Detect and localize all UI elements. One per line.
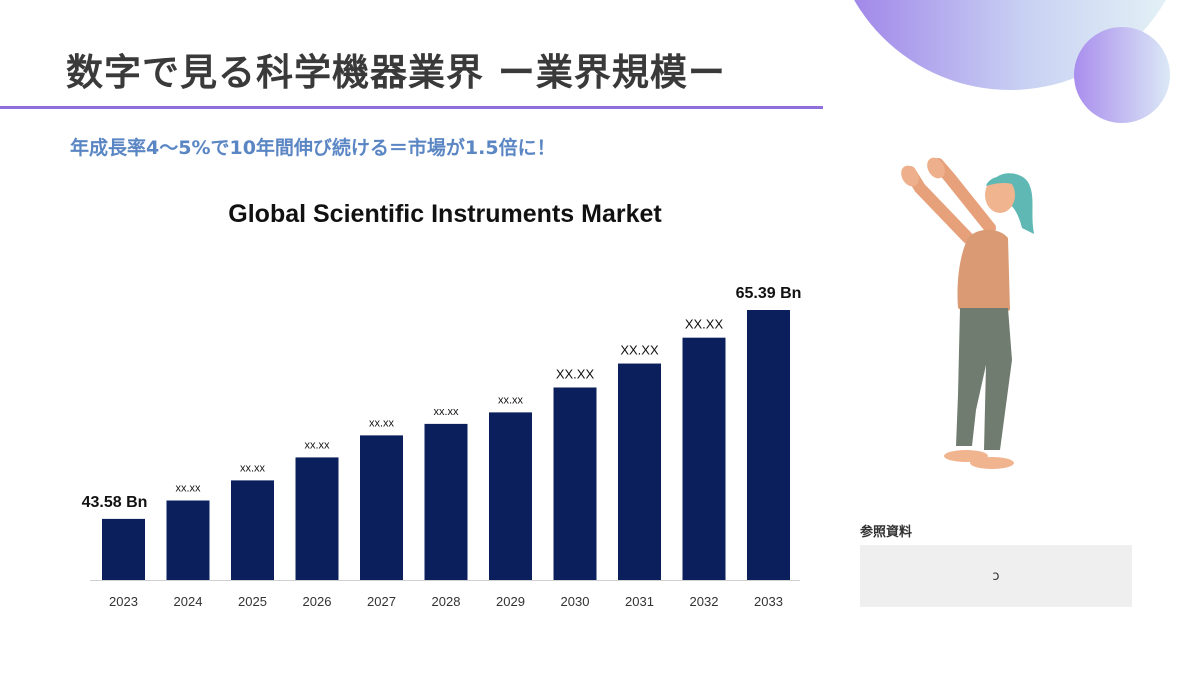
reference-content: ɔ — [992, 568, 1000, 584]
x-tick-label-2033: 2033 — [754, 594, 783, 609]
decor-large-circle — [854, 0, 1166, 90]
reference-label: 参照資料 — [860, 525, 913, 540]
x-tick-label-2027: 2027 — [367, 594, 396, 609]
bar-2026 — [295, 457, 339, 580]
title-underline — [0, 106, 823, 109]
bar-2025 — [231, 480, 274, 580]
decor-small-circle — [1074, 27, 1170, 123]
bar-2032 — [682, 337, 726, 580]
bar-2030 — [553, 387, 597, 580]
data-label-2026: xx.xx — [304, 439, 330, 451]
bar-2023 — [102, 518, 145, 580]
data-label-2032: XX.XX — [685, 317, 724, 332]
bar-2029 — [489, 412, 532, 580]
x-tick-label-2026: 2026 — [303, 594, 332, 609]
data-label-2029: xx.xx — [498, 394, 524, 406]
page-subtitle: 年成長率4〜5%で10年間伸び続ける＝市場が1.5倍に！ — [70, 137, 556, 159]
woman-reaching-up-illustration — [901, 157, 1034, 469]
reference-box: ɔ — [860, 545, 1132, 607]
x-tick-label-2028: 2028 — [432, 594, 461, 609]
data-label-2023: 43.58 Bn — [82, 494, 148, 511]
data-label-2028: xx.xx — [433, 406, 459, 418]
data-label-2031: XX.XX — [620, 343, 659, 358]
bar-2031 — [618, 363, 661, 580]
data-label-2024: xx.xx — [175, 483, 201, 495]
data-label-2027: xx.xx — [369, 417, 395, 429]
bar-group: 43.58 Bn 2023 xx.xx 2024 xx.xx 2025 xx.xx 2026 x… — [82, 285, 802, 609]
x-tick-label-2029: 2029 — [496, 594, 525, 609]
bar-2027 — [360, 435, 403, 580]
page-title: 数字で見る科学機器業界 ー業界規模ー — [66, 51, 726, 94]
chart-title: Global Scientific Instruments Market — [228, 200, 662, 228]
bar-2024 — [166, 500, 210, 580]
x-tick-label-2025: 2025 — [238, 594, 267, 609]
data-label-2025: xx.xx — [240, 462, 266, 474]
x-tick-label-2023: 2023 — [109, 594, 138, 609]
data-label-2033: 65.39 Bn — [736, 285, 802, 302]
data-label-2030: XX.XX — [556, 366, 595, 381]
bar-chart: 43.58 Bn 2023 xx.xx 2024 xx.xx 2025 xx.xx 2026 x… — [82, 285, 802, 609]
bar-2033 — [747, 310, 790, 580]
x-tick-label-2030: 2030 — [561, 594, 590, 609]
x-tick-label-2032: 2032 — [690, 594, 719, 609]
x-tick-label-2024: 2024 — [174, 594, 203, 609]
bar-2028 — [424, 423, 468, 580]
x-tick-label-2031: 2031 — [625, 594, 654, 609]
